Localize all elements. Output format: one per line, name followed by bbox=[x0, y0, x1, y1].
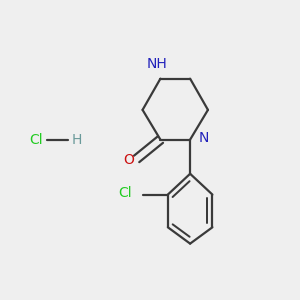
Text: NH: NH bbox=[147, 57, 168, 71]
Text: N: N bbox=[199, 131, 209, 145]
Text: Cl: Cl bbox=[29, 133, 42, 147]
Text: H: H bbox=[72, 133, 83, 147]
Text: Cl: Cl bbox=[118, 186, 132, 200]
Text: O: O bbox=[123, 153, 134, 167]
